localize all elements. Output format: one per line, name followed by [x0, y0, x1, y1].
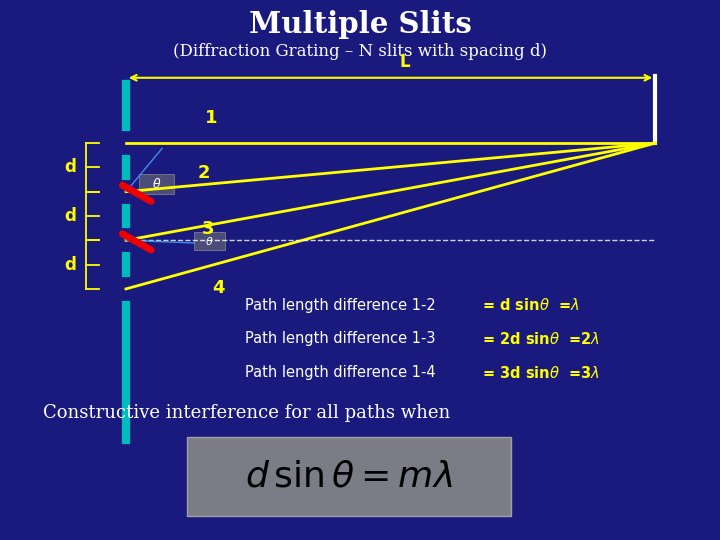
Text: Path length difference 1-4: Path length difference 1-4	[245, 365, 436, 380]
Text: Multiple Slits: Multiple Slits	[248, 10, 472, 39]
Text: $\theta$: $\theta$	[151, 177, 161, 191]
Text: L: L	[400, 53, 410, 71]
Bar	[139, 174, 174, 194]
Text: Path length difference 1-3: Path length difference 1-3	[245, 331, 436, 346]
Text: 3: 3	[202, 220, 214, 238]
Text: Constructive interference for all paths when: Constructive interference for all paths …	[43, 404, 451, 422]
Text: (Diffraction Grating – N slits with spacing d): (Diffraction Grating – N slits with spac…	[173, 43, 547, 60]
Bar	[187, 437, 511, 516]
Text: 2: 2	[198, 164, 210, 182]
Text: Path length difference 1-2: Path length difference 1-2	[245, 298, 436, 313]
Text: = 2d sin$\theta$  =2$\lambda$: = 2d sin$\theta$ =2$\lambda$	[482, 330, 600, 347]
Text: 4: 4	[212, 279, 225, 297]
Text: $d\,\sin\theta = m\lambda$: $d\,\sin\theta = m\lambda$	[246, 460, 453, 493]
Text: = 3d sin$\theta$  =3$\lambda$: = 3d sin$\theta$ =3$\lambda$	[482, 364, 600, 381]
Text: d: d	[65, 207, 76, 225]
Bar	[194, 232, 225, 250]
Text: d: d	[65, 255, 76, 274]
Text: = d sin$\theta$  =$\lambda$: = d sin$\theta$ =$\lambda$	[482, 297, 580, 313]
Text: 1: 1	[205, 109, 217, 126]
Text: $\theta$: $\theta$	[205, 235, 214, 247]
Text: d: d	[65, 158, 76, 177]
